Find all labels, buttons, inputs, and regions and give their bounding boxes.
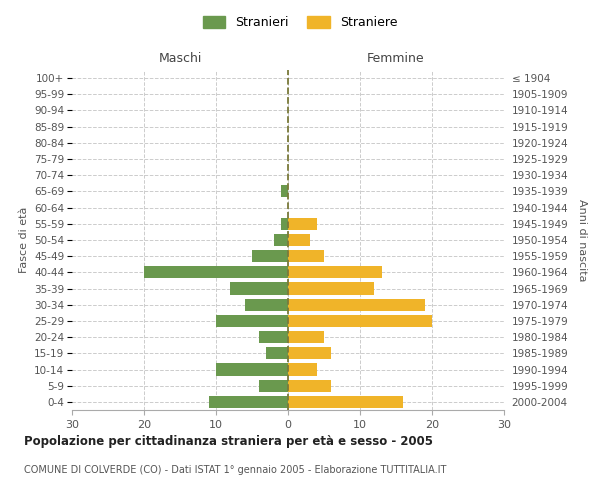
Bar	[288, 282, 374, 294]
Bar	[259, 331, 288, 343]
Bar	[288, 348, 331, 360]
Text: Popolazione per cittadinanza straniera per età e sesso - 2005: Popolazione per cittadinanza straniera p…	[24, 435, 433, 448]
Y-axis label: Fasce di età: Fasce di età	[19, 207, 29, 273]
Text: Anni di nascita: Anni di nascita	[577, 198, 587, 281]
Bar	[216, 315, 288, 327]
Bar	[288, 234, 310, 246]
Bar	[281, 186, 288, 198]
Bar	[288, 250, 324, 262]
Text: COMUNE DI COLVERDE (CO) - Dati ISTAT 1° gennaio 2005 - Elaborazione TUTTITALIA.I: COMUNE DI COLVERDE (CO) - Dati ISTAT 1° …	[24, 465, 446, 475]
Text: Femmine: Femmine	[367, 52, 425, 65]
Bar	[259, 380, 288, 392]
Bar	[288, 380, 331, 392]
Bar	[144, 266, 288, 278]
Bar	[288, 364, 317, 376]
Bar	[288, 218, 317, 230]
Bar	[288, 298, 425, 311]
Bar	[209, 396, 288, 408]
Bar	[281, 218, 288, 230]
Bar	[274, 234, 288, 246]
Bar	[288, 331, 324, 343]
Bar	[216, 364, 288, 376]
Bar	[288, 266, 382, 278]
Bar	[266, 348, 288, 360]
Bar	[230, 282, 288, 294]
Text: Maschi: Maschi	[158, 52, 202, 65]
Bar	[288, 396, 403, 408]
Bar	[252, 250, 288, 262]
Bar	[288, 315, 432, 327]
Bar	[245, 298, 288, 311]
Legend: Stranieri, Straniere: Stranieri, Straniere	[197, 11, 403, 34]
